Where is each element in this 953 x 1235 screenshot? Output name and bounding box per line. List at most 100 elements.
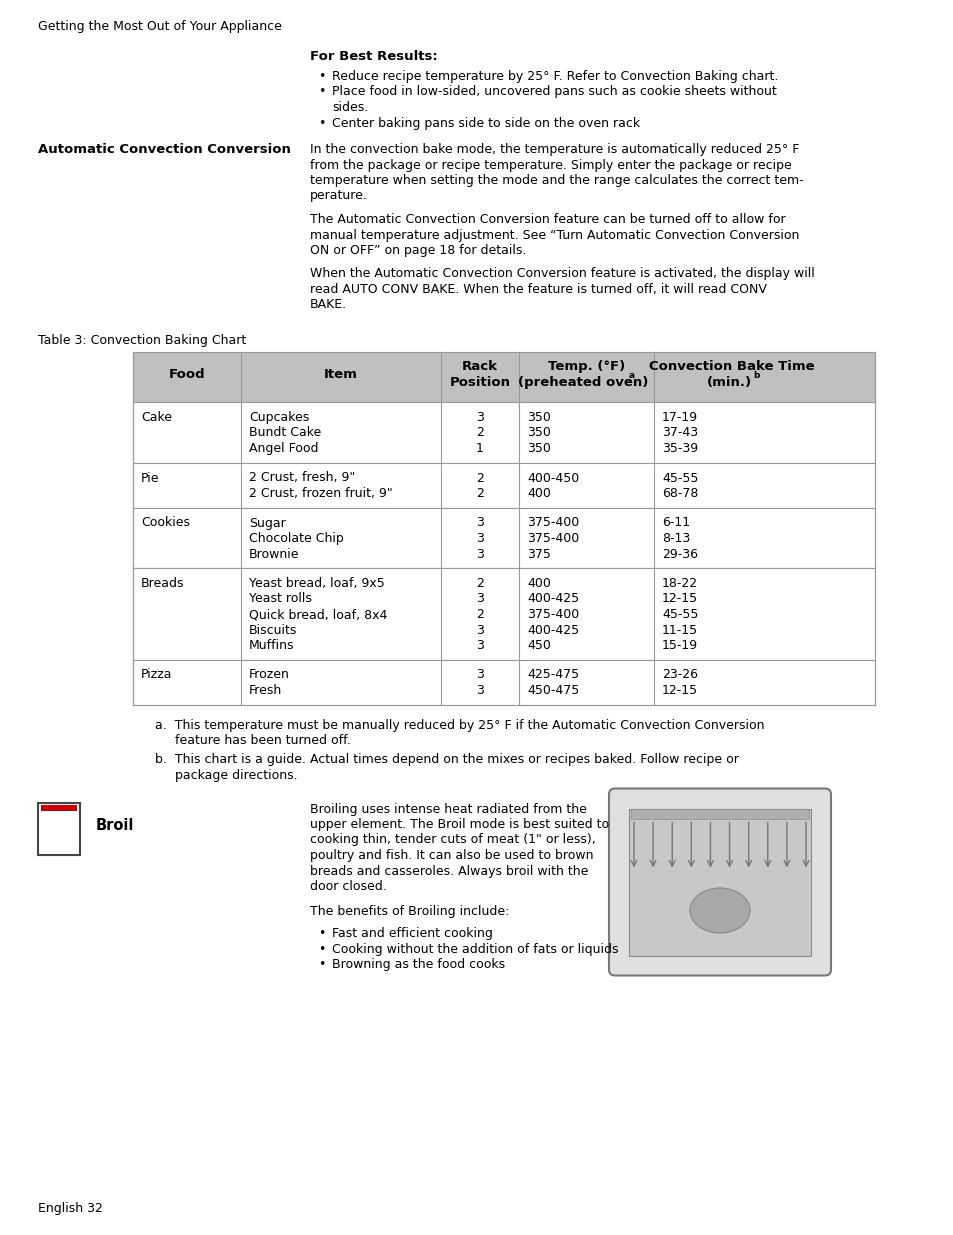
Text: 375: 375 (526, 547, 550, 561)
Text: b.  This chart is a guide. Actual times depend on the mixes or recipes baked. Fo: b. This chart is a guide. Actual times d… (154, 753, 739, 767)
Ellipse shape (689, 888, 749, 932)
Text: 450-475: 450-475 (526, 684, 578, 697)
Text: Item: Item (324, 368, 357, 382)
Bar (132, 659, 874, 704)
Text: 45-55: 45-55 (661, 608, 698, 621)
Text: 400: 400 (526, 487, 550, 500)
Text: •: • (317, 85, 325, 99)
Text: Yeast bread, loaf, 9x5: Yeast bread, loaf, 9x5 (249, 577, 384, 590)
Text: 425-475: 425-475 (526, 668, 578, 682)
Text: 1: 1 (476, 442, 483, 454)
Text: 6-11: 6-11 (661, 516, 689, 530)
Text: 12-15: 12-15 (661, 684, 698, 697)
Text: 3: 3 (476, 411, 483, 424)
Text: •: • (317, 116, 325, 130)
Text: •: • (317, 70, 325, 83)
Text: poultry and fish. It can also be used to brown: poultry and fish. It can also be used to… (310, 848, 593, 862)
Text: Rack: Rack (461, 359, 497, 373)
Text: 375-400: 375-400 (526, 532, 578, 545)
Text: Fast and efficient cooking: Fast and efficient cooking (332, 927, 493, 940)
Bar (628, 809, 810, 956)
Text: Cupcakes: Cupcakes (249, 411, 309, 424)
Text: Place food in low-sided, uncovered pans such as cookie sheets without: Place food in low-sided, uncovered pans … (332, 85, 776, 99)
Text: Angel Food: Angel Food (249, 442, 318, 454)
Text: 12-15: 12-15 (661, 593, 698, 605)
Text: Cooking without the addition of fats or liquids: Cooking without the addition of fats or … (332, 942, 618, 956)
Text: 2 Crust, frozen fruit, 9": 2 Crust, frozen fruit, 9" (249, 487, 393, 500)
Text: Temp. (°F): Temp. (°F) (547, 359, 624, 373)
Text: 37-43: 37-43 (661, 426, 698, 440)
Text: Browning as the food cooks: Browning as the food cooks (332, 958, 504, 971)
Text: Breads: Breads (141, 577, 184, 590)
Text: Reduce recipe temperature by 25° F. Refer to Convection Baking chart.: Reduce recipe temperature by 25° F. Refe… (332, 70, 778, 83)
Text: 3: 3 (476, 638, 483, 652)
Bar (132, 352, 874, 403)
Text: 400-450: 400-450 (526, 472, 578, 484)
Text: •: • (317, 927, 325, 940)
Text: Yeast rolls: Yeast rolls (249, 593, 312, 605)
Text: 350: 350 (526, 442, 550, 454)
Text: 400-425: 400-425 (526, 624, 578, 636)
Text: package directions.: package directions. (154, 769, 297, 782)
Text: Pie: Pie (141, 472, 159, 484)
Text: Sugar: Sugar (249, 516, 286, 530)
Text: 2: 2 (476, 487, 483, 500)
Text: Frozen: Frozen (249, 668, 290, 682)
Text: BAKE.: BAKE. (310, 299, 347, 311)
Bar (630, 809, 808, 819)
Bar (132, 508, 874, 568)
Text: 350: 350 (526, 411, 550, 424)
Text: a.  This temperature must be manually reduced by 25° F if the Automatic Convecti: a. This temperature must be manually red… (154, 719, 763, 731)
Text: Convection Bake Time: Convection Bake Time (648, 359, 814, 373)
Text: Brownie: Brownie (249, 547, 299, 561)
Text: (preheated oven): (preheated oven) (517, 375, 648, 389)
Text: 8-13: 8-13 (661, 532, 690, 545)
Bar (132, 568, 874, 659)
Text: Position: Position (449, 375, 510, 389)
Text: In the convection bake mode, the temperature is automatically reduced 25° F: In the convection bake mode, the tempera… (310, 143, 799, 156)
Text: 2: 2 (476, 577, 483, 590)
Text: breads and casseroles. Always broil with the: breads and casseroles. Always broil with… (310, 864, 588, 878)
Text: The Automatic Convection Conversion feature can be turned off to allow for: The Automatic Convection Conversion feat… (310, 212, 785, 226)
Text: ON or OFF” on page 18 for details.: ON or OFF” on page 18 for details. (310, 245, 526, 257)
Text: sides.: sides. (332, 101, 368, 114)
Text: 45-55: 45-55 (661, 472, 698, 484)
Text: 23-26: 23-26 (661, 668, 698, 682)
Text: 3: 3 (476, 516, 483, 530)
Text: 3: 3 (476, 684, 483, 697)
Text: 2: 2 (476, 426, 483, 440)
Text: (min.): (min.) (706, 375, 751, 389)
Text: 29-36: 29-36 (661, 547, 698, 561)
Text: Automatic Convection Conversion: Automatic Convection Conversion (38, 143, 291, 156)
Text: 68-78: 68-78 (661, 487, 698, 500)
Text: feature has been turned off.: feature has been turned off. (154, 734, 351, 747)
Text: 18-22: 18-22 (661, 577, 698, 590)
Text: 15-19: 15-19 (661, 638, 698, 652)
Text: Broiling uses intense heat radiated from the: Broiling uses intense heat radiated from… (310, 803, 586, 815)
Text: When the Automatic Convection Conversion feature is activated, the display will: When the Automatic Convection Conversion… (310, 268, 814, 280)
Text: 17-19: 17-19 (661, 411, 698, 424)
Text: 3: 3 (476, 593, 483, 605)
Text: 400: 400 (526, 577, 550, 590)
Text: 2: 2 (476, 608, 483, 621)
Text: 3: 3 (476, 547, 483, 561)
Text: manual temperature adjustment. See “Turn Automatic Convection Conversion: manual temperature adjustment. See “Turn… (310, 228, 799, 242)
Text: 35-39: 35-39 (661, 442, 698, 454)
Text: b: b (752, 370, 759, 380)
Text: upper element. The Broil mode is best suited to: upper element. The Broil mode is best su… (310, 818, 608, 831)
Text: 3: 3 (476, 668, 483, 682)
Text: Biscuits: Biscuits (249, 624, 297, 636)
Text: from the package or recipe temperature. Simply enter the package or recipe: from the package or recipe temperature. … (310, 158, 791, 172)
Text: 2 Crust, fresh, 9": 2 Crust, fresh, 9" (249, 472, 355, 484)
Text: cooking thin, tender cuts of meat (1" or less),: cooking thin, tender cuts of meat (1" or… (310, 834, 595, 846)
Text: read AUTO CONV BAKE. When the feature is turned off, it will read CONV: read AUTO CONV BAKE. When the feature is… (310, 283, 766, 296)
Text: 375-400: 375-400 (526, 608, 578, 621)
Text: Chocolate Chip: Chocolate Chip (249, 532, 343, 545)
Text: Bundt Cake: Bundt Cake (249, 426, 321, 440)
Text: 11-15: 11-15 (661, 624, 698, 636)
Bar (132, 462, 874, 508)
Text: door closed.: door closed. (310, 881, 386, 893)
Text: Broil: Broil (96, 819, 134, 834)
Text: For Best Results:: For Best Results: (310, 49, 437, 63)
Text: Getting the Most Out of Your Appliance: Getting the Most Out of Your Appliance (38, 20, 281, 33)
